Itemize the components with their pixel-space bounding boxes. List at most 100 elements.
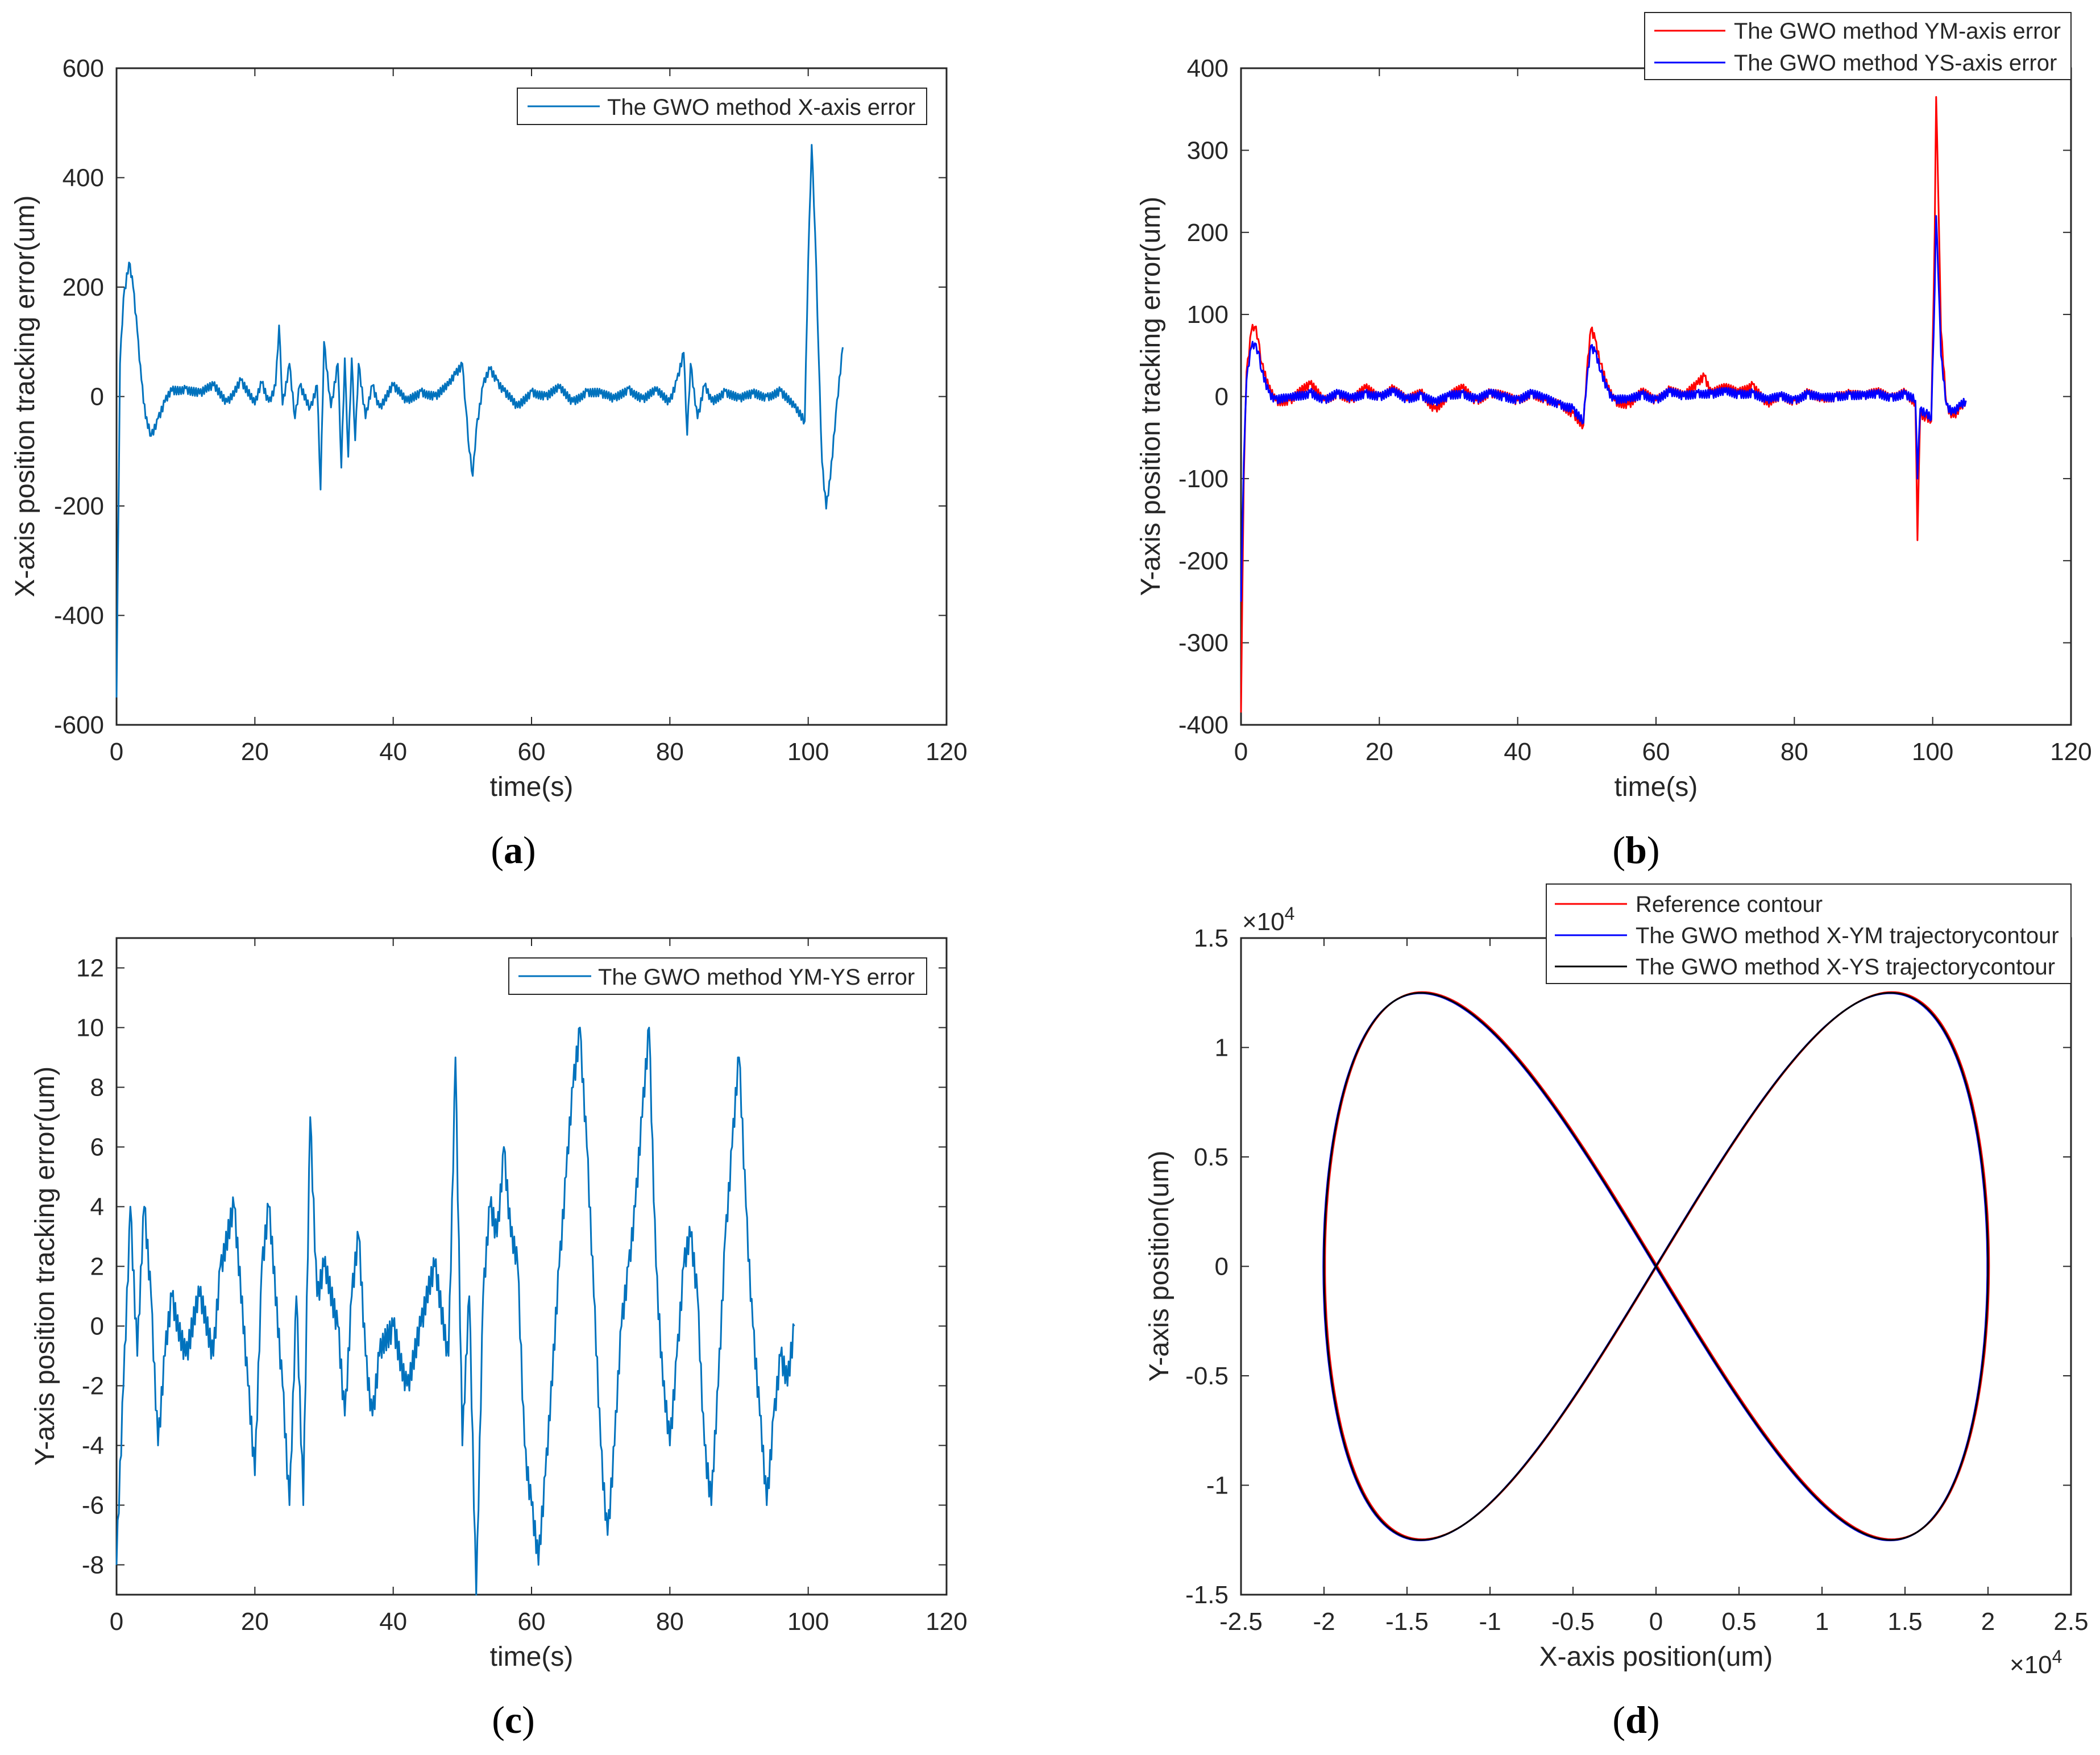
y-tick-label: 0 (1215, 1253, 1229, 1281)
c-legend: The GWO method YM-YS error (508, 957, 927, 995)
d-legend: Reference contour The GWO method X-YM tr… (1546, 883, 2072, 984)
c-ticks: 0 20 40 60 80 100 120 -8 -6 -4 -2 0 2 4 6 8 10 12 (76, 938, 968, 1636)
x-tick-label: 100 (787, 738, 829, 766)
y-tick-label: 100 (1187, 301, 1229, 329)
caption-b: (b) (1612, 828, 1659, 872)
y-tick-label: -400 (1178, 711, 1229, 739)
series-line (115, 1027, 795, 1596)
d-ticks: -2.5 -2 -1.5 -1 -0.5 0 0.5 1 1.5 2 2.5 -1.5 -1 -0.5 0 0… (1185, 924, 2088, 1636)
x-tick-label: 80 (656, 738, 684, 766)
x-tick-label: 2.5 (2053, 1608, 2088, 1636)
b-ticks: 0 20 40 60 80 100 120 -400 -300 -200 -100 0 100 200 30… (1178, 55, 2092, 766)
y-tick-label: 8 (90, 1074, 104, 1102)
y-tick-label: -8 (82, 1551, 104, 1579)
b-xlabel: time(s) (1615, 772, 1698, 802)
y-tick-label: -1 (1206, 1472, 1229, 1500)
x-tick-label: 120 (926, 738, 967, 766)
x-tick-label: 0 (110, 738, 123, 766)
d-y-exponent: ×104 (1242, 903, 1294, 936)
y-tick-label: 0 (1215, 383, 1229, 411)
y-tick-label: -0.5 (1185, 1362, 1229, 1390)
b-legend-label-ym: The GWO method YM-axis error (1734, 19, 2061, 44)
y-tick-label: 10 (76, 1014, 104, 1042)
y-tick-label: 400 (1187, 55, 1229, 82)
y-tick-label: 0 (90, 1313, 104, 1341)
b-series (1240, 96, 1967, 713)
x-tick-label: 80 (656, 1608, 684, 1636)
y-tick-label: 200 (1187, 219, 1229, 247)
x-tick-label: 60 (518, 738, 546, 766)
panel-d: -2.5 -2 -1.5 -1 -0.5 0 0.5 1 1.5 2 2.5 -1.5 -1 -0.5 0 0… (1144, 883, 2089, 1741)
a-ylabel: X-axis position tracking error(um) (10, 196, 40, 598)
plot-area-c (115, 937, 948, 1596)
panel-b: 0 20 40 60 80 100 120 -400 -300 -200 -100 0 100 200 30… (1136, 12, 2092, 872)
y-tick-label: 400 (63, 164, 104, 192)
c-xlabel: time(s) (490, 1642, 574, 1672)
y-tick-label: 1.5 (1194, 924, 1229, 952)
y-tick-label: -6 (82, 1492, 104, 1520)
y-tick-label: 2 (90, 1253, 104, 1281)
c-series (115, 1027, 795, 1596)
y-tick-label: 0.5 (1194, 1143, 1229, 1171)
caption-d: (d) (1612, 1698, 1659, 1741)
y-tick-label: 200 (63, 273, 104, 301)
x-tick-label: -2.5 (1219, 1608, 1263, 1636)
y-tick-label: 12 (76, 955, 104, 982)
x-tick-label: -2 (1313, 1608, 1335, 1636)
panel-a: 0 20 40 60 80 100 120 -600 -400 -200 0 200 400 600 Th… (10, 55, 968, 872)
trajectory-line (1323, 991, 1989, 1541)
x-tick-label: 120 (926, 1608, 967, 1636)
c-ylabel: Y-axis position tracking error(um) (30, 1067, 60, 1466)
a-legend: The GWO method X-axis error (517, 88, 927, 125)
x-tick-label: 1 (1815, 1608, 1829, 1636)
d-series (1322, 991, 1990, 1542)
x-tick-label: 40 (379, 738, 407, 766)
x-tick-label: -0.5 (1551, 1608, 1595, 1636)
y-tick-label: -4 (82, 1432, 104, 1460)
x-tick-label: 0 (1234, 738, 1248, 766)
x-tick-label: 20 (241, 738, 269, 766)
x-tick-label: 0 (1649, 1608, 1663, 1636)
caption-c: (c) (492, 1698, 535, 1741)
d-legend-label-ym: The GWO method X-YM trajectorycontour (1636, 923, 2059, 948)
a-series (115, 144, 844, 698)
y-tick-label: 6 (90, 1134, 104, 1161)
x-tick-label: 100 (787, 1608, 829, 1636)
x-tick-label: -1.5 (1385, 1608, 1429, 1636)
x-tick-label: 60 (518, 1608, 546, 1636)
c-legend-label: The GWO method YM-YS error (598, 965, 915, 990)
y-tick-label: 4 (90, 1193, 104, 1221)
y-tick-label: -200 (1178, 547, 1229, 575)
x-tick-label: 40 (379, 1608, 407, 1636)
x-tick-label: -1 (1479, 1608, 1501, 1636)
y-tick-label: -400 (54, 602, 104, 630)
a-legend-label: The GWO method X-axis error (607, 95, 915, 120)
y-tick-label: -1.5 (1185, 1581, 1229, 1609)
x-tick-label: 100 (1912, 738, 1953, 766)
x-tick-label: 40 (1504, 738, 1532, 766)
x-tick-label: 1.5 (1887, 1608, 1922, 1636)
caption-a: (a) (491, 828, 536, 872)
series-line (115, 144, 844, 698)
a-ticks: 0 20 40 60 80 100 120 -600 -400 -200 0 200 400 600 (54, 55, 968, 766)
y-tick-label: -2 (82, 1372, 104, 1400)
y-tick-label: -600 (54, 711, 104, 739)
panel-c: 0 20 40 60 80 100 120 -8 -6 -4 -2 0 2 4 6 8 10 12 The GWO… (30, 937, 968, 1741)
series-line (1240, 215, 1967, 602)
d-ylabel: Y-axis position(um) (1144, 1151, 1174, 1381)
x-tick-label: 20 (241, 1608, 269, 1636)
x-tick-label: 20 (1366, 738, 1393, 766)
x-tick-label: 80 (1781, 738, 1808, 766)
d-legend-label-ref: Reference contour (1636, 892, 1823, 917)
b-legend: The GWO method YM-axis error The GWO met… (1644, 12, 2072, 80)
x-tick-label: 0.5 (1721, 1608, 1756, 1636)
y-tick-label: -200 (54, 492, 104, 520)
y-tick-label: 0 (90, 383, 104, 411)
y-tick-label: -100 (1178, 465, 1229, 493)
a-xlabel: time(s) (490, 772, 574, 802)
b-ylabel: Y-axis position tracking error(um) (1136, 197, 1166, 596)
x-tick-label: 120 (2050, 738, 2091, 766)
y-tick-label: 1 (1215, 1034, 1229, 1062)
y-tick-label: 600 (63, 55, 104, 82)
x-tick-label: 2 (1981, 1608, 1995, 1636)
